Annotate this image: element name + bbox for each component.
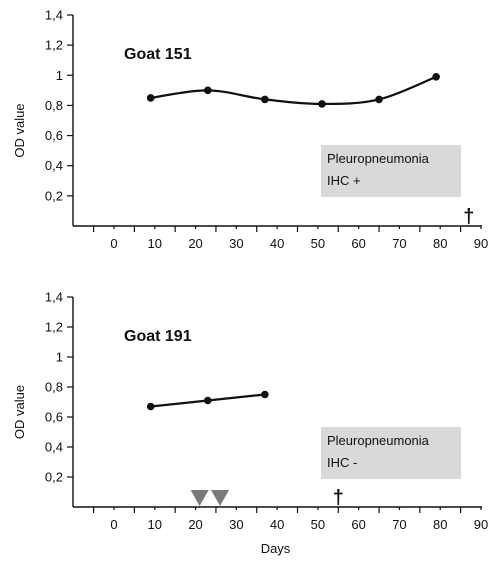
y-tick-label: 0,4: [45, 158, 63, 173]
y-tick-label: 0,8: [45, 98, 63, 113]
x-tick-label: 50: [311, 236, 325, 251]
chart-title: Goat 151: [124, 46, 192, 63]
x-tick-label: 40: [270, 517, 284, 532]
y-tick-label: 1,2: [45, 38, 63, 53]
x-tick-label: 10: [148, 517, 162, 532]
panel-goat-191: 0,2 0,4 0,6 0,8 1 1,2 1,4 0 10 20 30 40 50 60 70 80 90 OD…: [12, 290, 488, 557]
data-point: [261, 390, 269, 399]
death-dagger-icon: †: [463, 206, 474, 228]
y-tick-label: 0,8: [45, 380, 63, 395]
x-tick-label: 50: [311, 517, 325, 532]
annotation-box: [321, 145, 461, 197]
data-point: [146, 402, 155, 411]
x-tick-label: 40: [270, 236, 284, 251]
y-tick-label: 1,2: [45, 320, 63, 335]
x-tick-label: 60: [351, 236, 365, 251]
data-point: [203, 396, 212, 405]
x-tick-label: 30: [229, 236, 243, 251]
treatment-triangle-icon: [211, 490, 230, 506]
data-point: [261, 95, 269, 104]
y-tick-label: 0,6: [45, 410, 63, 425]
annotation-line: Pleuropneumonia: [327, 151, 430, 166]
x-tick-label: 80: [433, 236, 447, 251]
data-point: [375, 95, 383, 104]
x-tick-label: 20: [188, 236, 202, 251]
x-axis-title: Days: [261, 541, 291, 556]
panel-goat-151: 0,2 0,4 0,6 0,8 1 1,2 1,4 0 10 20 30 40 50 60 70 80 90 OD…: [12, 8, 488, 252]
data-point: [432, 72, 440, 81]
data-point: [146, 94, 155, 102]
x-tick-label: 90: [474, 517, 488, 532]
y-tick-label: 1: [56, 68, 63, 83]
y-axis-title: OD value: [12, 103, 27, 157]
annotation-box: [321, 427, 461, 479]
annotation-line: IHC +: [327, 173, 361, 188]
x-tick-label: 70: [392, 236, 406, 251]
x-tick-label: 20: [188, 517, 202, 532]
data-point: [318, 100, 326, 108]
y-axis-title: OD value: [12, 385, 27, 439]
y-tick-label: 1,4: [45, 290, 63, 305]
x-tick-label: 0: [110, 236, 117, 251]
x-tick-label: 90: [474, 236, 488, 251]
y-tick-label: 1: [56, 350, 63, 365]
annotation-line: IHC -: [327, 455, 357, 470]
chart-title: Goat 191: [124, 328, 192, 345]
x-tick-label: 80: [433, 517, 447, 532]
y-tick-label: 0,4: [45, 440, 63, 455]
x-tick-label: 60: [351, 517, 365, 532]
y-tick-label: 0,2: [45, 188, 63, 203]
x-tick-label: 30: [229, 517, 243, 532]
x-tick-label: 0: [110, 517, 117, 532]
y-tick-label: 1,4: [45, 8, 63, 23]
x-tick-label: 70: [392, 517, 406, 532]
annotation-line: Pleuropneumonia: [327, 433, 430, 448]
data-point: [203, 86, 212, 95]
series-line: [150, 75, 437, 106]
y-tick-label: 0,6: [45, 128, 63, 143]
treatment-triangle-icon: [190, 490, 209, 506]
death-dagger-icon: †: [333, 487, 344, 509]
x-tick-label: 10: [148, 236, 162, 251]
y-tick-label: 0,2: [45, 470, 63, 485]
